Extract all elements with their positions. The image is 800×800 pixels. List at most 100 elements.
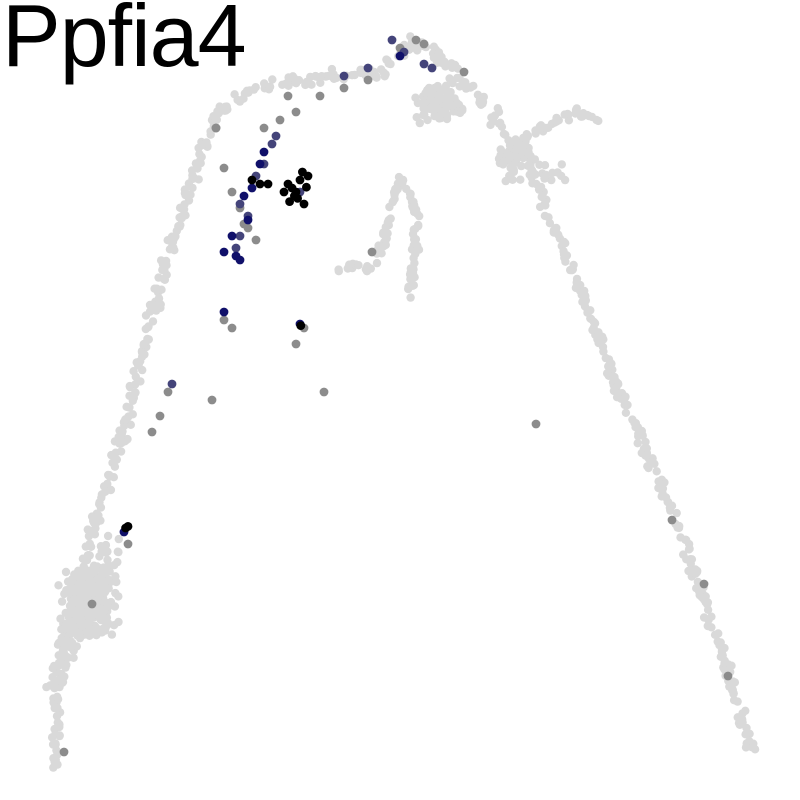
background-cell-point xyxy=(588,325,597,335)
background-cell-point xyxy=(107,630,117,639)
background-cell-point xyxy=(741,730,750,739)
background-cell-point xyxy=(720,659,729,668)
background-cell-point xyxy=(198,140,207,150)
background-cell-point xyxy=(85,631,94,640)
background-cell-point xyxy=(497,122,507,131)
background-cell-point xyxy=(462,84,471,93)
background-cell-point xyxy=(132,358,141,367)
background-cell-point xyxy=(57,625,66,634)
background-cell-point xyxy=(125,403,134,412)
background-cell-point xyxy=(180,185,190,194)
background-cell-point xyxy=(528,179,537,188)
background-cell-point xyxy=(67,623,76,633)
expression-point-mid xyxy=(363,63,373,73)
background-cell-point xyxy=(410,258,419,268)
background-cell-point xyxy=(154,294,164,303)
background-cell-point xyxy=(572,281,582,291)
background-cell-point xyxy=(409,272,418,281)
background-cell-point xyxy=(114,534,124,544)
background-cell-point xyxy=(516,175,525,184)
background-cell-point xyxy=(111,572,120,581)
background-cell-point xyxy=(350,70,359,80)
expression-point-mid xyxy=(231,243,241,253)
background-cell-point xyxy=(544,213,553,222)
background-cell-point xyxy=(125,381,134,391)
background-cell-point xyxy=(60,672,69,681)
background-cell-point xyxy=(157,285,166,294)
background-cell-point xyxy=(652,467,661,476)
background-cell-point xyxy=(602,369,612,378)
background-cell-point xyxy=(710,630,720,639)
expression-point-high xyxy=(219,307,229,317)
background-cell-point xyxy=(540,161,550,170)
background-cell-point xyxy=(599,347,608,356)
expression-point-low xyxy=(283,91,293,101)
background-cell-point xyxy=(110,561,119,570)
expression-point-mid xyxy=(235,231,245,241)
background-cell-point xyxy=(53,692,62,701)
background-cell-point xyxy=(718,651,727,660)
background-cell-point xyxy=(531,170,540,179)
background-cell-point xyxy=(418,98,428,108)
background-cell-point xyxy=(699,613,709,622)
background-cell-point xyxy=(581,296,590,305)
background-cell-point xyxy=(77,621,86,631)
background-cell-point xyxy=(284,81,293,91)
background-cell-point xyxy=(498,158,508,167)
background-cell-point xyxy=(114,617,123,627)
background-cell-point xyxy=(541,123,550,133)
background-cell-point xyxy=(415,118,424,128)
background-cell-point xyxy=(601,353,610,363)
background-cell-point xyxy=(362,264,371,274)
background-cell-point xyxy=(302,77,311,87)
background-cell-point xyxy=(672,508,681,518)
chart-title: Ppfia4 xyxy=(2,0,247,85)
background-cell-point xyxy=(68,574,77,584)
expression-point-mid xyxy=(387,35,397,45)
background-cell-point xyxy=(429,42,439,51)
background-cell-point xyxy=(288,72,298,81)
background-cell-point xyxy=(609,386,619,396)
background-cell-point xyxy=(389,196,398,206)
expression-point-mid xyxy=(339,71,349,81)
background-cell-point xyxy=(557,171,566,181)
background-cell-point xyxy=(61,663,70,672)
background-cell-point xyxy=(684,566,693,576)
background-cell-point xyxy=(97,547,106,556)
background-cell-point xyxy=(334,265,343,274)
background-cell-point xyxy=(82,587,92,596)
background-cell-point xyxy=(413,46,422,55)
background-cell-point xyxy=(141,311,151,320)
background-cell-point xyxy=(52,676,61,685)
expression-point-max xyxy=(279,187,289,197)
expression-point-high xyxy=(395,51,405,61)
background-cell-point xyxy=(430,83,439,93)
background-cell-point xyxy=(75,633,85,643)
background-cell-point xyxy=(110,602,120,611)
background-cell-point xyxy=(506,174,516,183)
background-cell-point xyxy=(517,161,526,171)
background-cell-point xyxy=(97,570,107,580)
background-cell-point xyxy=(559,247,568,256)
background-cell-point xyxy=(354,261,363,270)
background-cell-point xyxy=(519,133,528,143)
expression-point-low xyxy=(319,387,329,397)
background-cell-point xyxy=(411,235,420,244)
background-cell-point xyxy=(56,614,65,623)
expression-point-mid xyxy=(167,379,177,389)
background-cell-point xyxy=(264,85,274,94)
background-cell-point xyxy=(385,202,394,212)
background-cell-point xyxy=(440,94,449,103)
background-cell-point xyxy=(60,589,69,599)
background-cell-point xyxy=(735,715,745,725)
background-cell-point xyxy=(423,115,432,125)
background-cell-point xyxy=(703,621,712,631)
background-cell-point xyxy=(509,166,518,175)
background-cell-point xyxy=(96,503,106,512)
expression-point-low xyxy=(667,515,677,525)
background-cell-point xyxy=(103,618,113,628)
background-cell-point xyxy=(178,211,187,221)
expression-point-low xyxy=(211,123,221,133)
background-cell-point xyxy=(212,115,221,124)
background-cell-point xyxy=(607,359,616,368)
